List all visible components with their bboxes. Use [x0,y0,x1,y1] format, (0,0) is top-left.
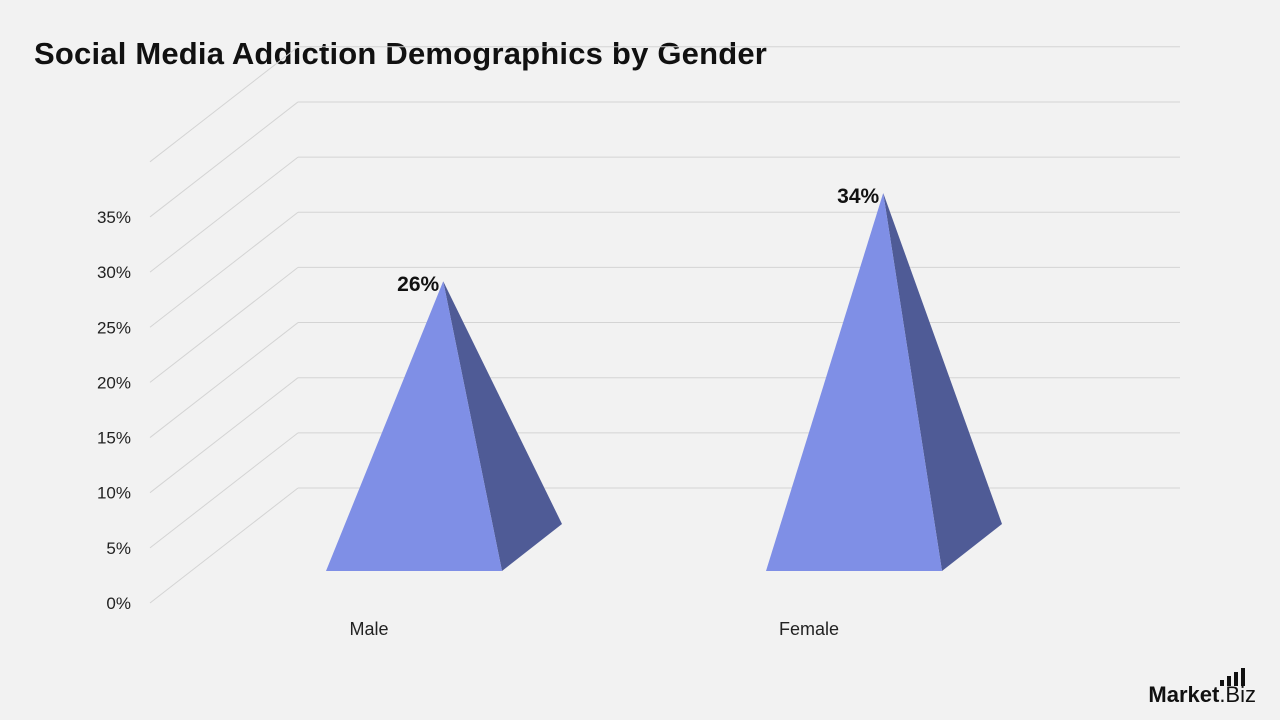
y-axis-ticks: 0% 5% 10% 15% 20% 25% 30% 35% [97,208,131,613]
chart-title: Social Media Addiction Demographics by G… [34,36,768,71]
y-tick-label: 5% [106,539,131,558]
pyramid-side-face [883,192,1002,572]
gridline-diagonal [149,432,299,549]
data-labels: 26% 34% [397,185,879,296]
pyramid-side-face [443,281,562,571]
data-label: 34% [837,185,879,208]
gridline-diagonal [149,101,299,218]
x-tick-label: Male [349,619,388,639]
gridline-diagonal [149,211,299,328]
y-tick-label: 15% [97,429,131,448]
data-label: 26% [397,273,439,296]
gridline-diagonal [149,156,299,273]
y-tick-label: 25% [97,318,131,337]
brand-name-bold: Market [1148,682,1220,707]
gridline-diagonal [149,377,299,494]
y-tick-label: 10% [97,484,131,503]
gridline-diagonal [149,322,299,438]
brand-name-rest: .Biz [1219,682,1256,707]
pyramid-front-face [326,281,502,571]
gridline-diagonal [149,267,299,383]
gridline-diagonal [149,487,299,604]
y-tick-label: 30% [97,263,131,282]
bar-chart-logo-icon [1220,668,1246,686]
y-tick-label: 20% [97,373,131,392]
x-axis-ticks: Male Female [349,619,839,639]
y-tick-label: 0% [106,594,131,613]
brand-logo: Market .Biz [1148,668,1256,707]
y-tick-label: 35% [97,208,131,227]
pyramid-bars [326,192,1002,572]
pyramid-front-face [766,192,942,572]
gridlines [149,46,1180,604]
x-tick-label: Female [779,619,839,639]
gridline-diagonal [149,46,299,163]
